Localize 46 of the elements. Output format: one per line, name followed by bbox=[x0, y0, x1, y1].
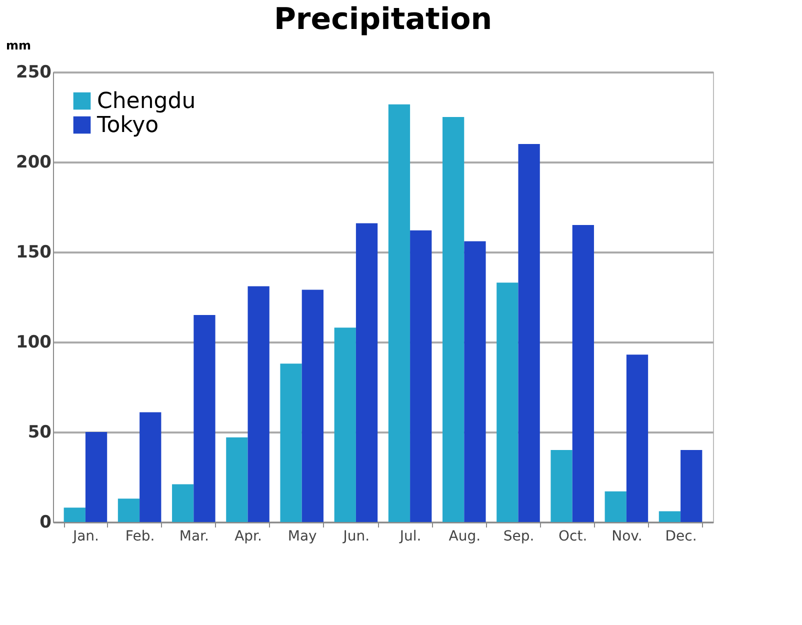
legend-label: Tokyo bbox=[96, 113, 159, 138]
bar bbox=[280, 364, 302, 522]
legend-label: Chengdu bbox=[97, 89, 196, 114]
bar bbox=[248, 286, 270, 522]
x-tick-label: Jan. bbox=[72, 528, 99, 544]
x-tick-label: Aug. bbox=[448, 528, 481, 544]
x-tick-label: Sep. bbox=[503, 528, 534, 544]
bar bbox=[334, 328, 356, 522]
bar bbox=[410, 230, 432, 522]
y-tick-label: 200 bbox=[16, 152, 52, 172]
x-tick-label: Nov. bbox=[612, 528, 642, 544]
bar bbox=[550, 450, 572, 522]
bar bbox=[442, 117, 464, 522]
x-tick-label: Apr. bbox=[234, 528, 262, 544]
x-tick-label: Oct. bbox=[558, 528, 588, 544]
y-tick-label: 50 bbox=[28, 422, 52, 442]
bar bbox=[118, 498, 140, 522]
bar bbox=[388, 104, 410, 522]
bar bbox=[658, 511, 681, 522]
x-tick-label: Jun. bbox=[342, 528, 370, 544]
x-tick-label: May bbox=[288, 528, 317, 544]
bar bbox=[194, 315, 216, 522]
chart-title: Precipitation bbox=[274, 2, 492, 37]
bar bbox=[356, 223, 378, 522]
bar bbox=[140, 412, 162, 522]
bar bbox=[680, 450, 702, 522]
bar bbox=[64, 508, 86, 522]
bar bbox=[302, 290, 324, 522]
y-tick-label: 250 bbox=[16, 62, 52, 82]
bar bbox=[518, 144, 540, 522]
bar bbox=[496, 282, 518, 522]
bar bbox=[604, 491, 626, 522]
x-tick-label: Mar. bbox=[179, 528, 209, 544]
y-tick-label: 100 bbox=[16, 332, 52, 352]
x-tick-label: Dec. bbox=[665, 528, 697, 544]
y-tick-label: 150 bbox=[16, 242, 52, 262]
y-axis-title: mm bbox=[6, 38, 32, 52]
y-tick-label: 0 bbox=[40, 512, 52, 532]
bar bbox=[172, 484, 194, 522]
x-tick-label: Jul. bbox=[398, 528, 422, 544]
bar bbox=[626, 354, 648, 522]
bar bbox=[572, 225, 594, 522]
bar bbox=[464, 241, 486, 522]
x-tick-label: Feb. bbox=[125, 528, 155, 544]
bar bbox=[226, 437, 248, 522]
bar bbox=[85, 432, 108, 522]
